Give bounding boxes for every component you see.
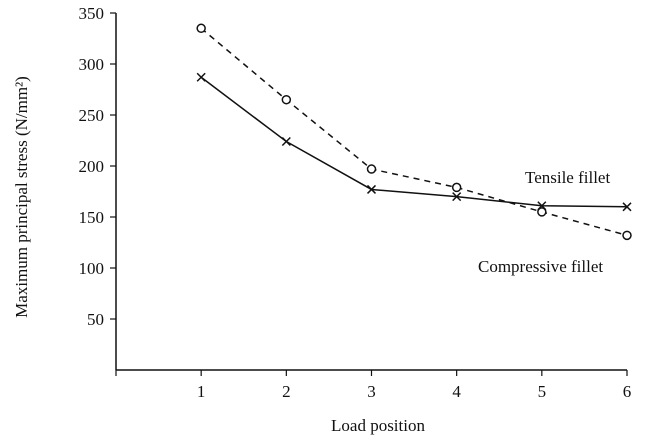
axes	[115, 13, 627, 371]
tensile-fillet-point	[537, 207, 547, 217]
tensile-fillet-point	[622, 230, 632, 241]
compressive-fillet-point	[281, 136, 291, 147]
x-tick-label: 4	[452, 382, 461, 401]
y-tick-label: 300	[79, 55, 105, 74]
compressive-fillet-point	[452, 192, 462, 202]
y-tick-label: 250	[79, 106, 105, 125]
y-ticks: 50 100 150 200 250 300 350	[79, 4, 116, 329]
tensile-fillet-annotation: Tensile fillet	[525, 168, 610, 187]
y-tick-label: 200	[79, 157, 105, 176]
tensile-fillet-line	[200, 27, 628, 237]
compressive-fillet-point	[622, 202, 632, 212]
y-tick-label: 350	[79, 4, 105, 23]
x-tick-label: 2	[282, 382, 291, 401]
x-tick-label: 1	[197, 382, 206, 401]
tensile-fillet-point	[451, 182, 462, 193]
compressive-fillet-point	[366, 184, 377, 194]
x-axis-title: Load position	[331, 416, 425, 435]
y-tick-label: 150	[79, 208, 105, 227]
compressive-fillet-annotation: Compressive fillet	[478, 257, 603, 276]
y-tick-label: 100	[79, 259, 105, 278]
series-layer	[196, 23, 632, 241]
x-ticks: 1 2 3 4 5 6	[115, 370, 632, 401]
tensile-fillet-point	[196, 23, 206, 34]
y-tick-label: 50	[87, 310, 104, 329]
compressive-fillet-point	[196, 72, 206, 82]
y-axis-title: Maximum principal stress (N/mm²)	[12, 76, 31, 318]
tensile-fillet-point	[281, 94, 292, 105]
x-tick-label: 6	[623, 382, 632, 401]
x-tick-label: 3	[367, 382, 376, 401]
compressive-fillet-line	[200, 76, 628, 208]
tensile-fillet-point	[366, 164, 377, 174]
x-tick-label: 5	[538, 382, 547, 401]
compressive-fillet-point	[537, 201, 547, 211]
